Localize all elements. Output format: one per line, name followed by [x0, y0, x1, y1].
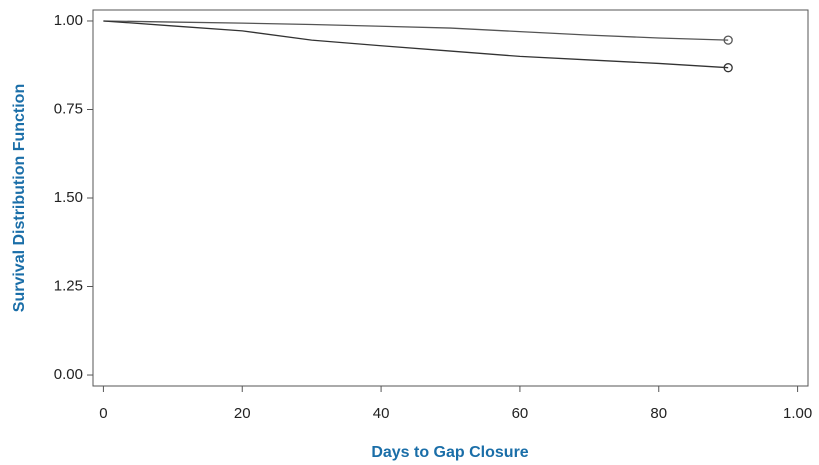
- survival-line: [103, 20, 729, 69]
- x-tick-label: 20: [234, 405, 251, 422]
- x-tick-label: 1.00: [783, 405, 812, 422]
- x-tick-label: 40: [373, 405, 390, 422]
- y-tick-label: 1.25: [54, 277, 83, 294]
- y-tick-label: 0.75: [54, 100, 83, 117]
- y-tick-label: 1.00: [54, 12, 83, 29]
- censor-mark: [723, 63, 733, 73]
- x-tick-label: 60: [512, 405, 529, 422]
- y-tick-label: 1.50: [54, 189, 83, 206]
- y-axis-title: Survival Distribution Function: [11, 84, 28, 312]
- survival-line: [103, 20, 729, 41]
- x-axis-title: Days to Gap Closure: [371, 444, 528, 461]
- y-tick-label: 0.00: [54, 366, 83, 383]
- x-tick-label: 0: [99, 405, 107, 422]
- censor-mark: [723, 35, 733, 45]
- x-tick-label: 80: [650, 405, 667, 422]
